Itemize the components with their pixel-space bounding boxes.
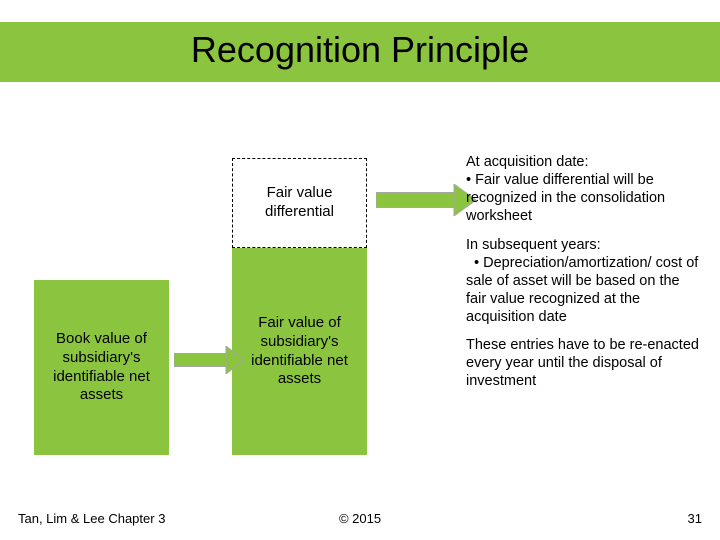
title-bar: Recognition Principle xyxy=(0,22,720,82)
side-p2: In subsequent years: xyxy=(466,237,601,253)
arrow-book-to-fair xyxy=(174,346,244,374)
box-fair-diff: Fair value differential xyxy=(232,158,367,248)
footer-right: 31 xyxy=(688,511,702,526)
side-p1b: • Fair value differential will be recogn… xyxy=(466,172,665,224)
box-fair-value: Fair value of subsidiary's identifiable … xyxy=(232,248,367,455)
side-p2b: • Depreciation/amortization/ cost of sal… xyxy=(466,255,698,325)
side-p1: At acquisition date: xyxy=(466,154,589,170)
footer-center: © 2015 xyxy=(339,511,381,526)
box-fair-value-label: Fair value of subsidiary's identifiable … xyxy=(236,314,363,389)
page-title: Recognition Principle xyxy=(191,29,529,71)
box-book-value: Book value of subsidiary's identifiable … xyxy=(34,280,169,455)
side-p3: These entries have to be re-enacted ever… xyxy=(466,337,699,389)
box-book-value-label: Book value of subsidiary's identifiable … xyxy=(38,330,165,405)
footer-left: Tan, Lim & Lee Chapter 3 xyxy=(18,511,165,526)
side-text-block: At acquisition date: • Fair value differ… xyxy=(466,153,702,391)
box-fair-diff-label: Fair value differential xyxy=(237,184,362,222)
arrow-diff-to-text xyxy=(376,184,476,216)
